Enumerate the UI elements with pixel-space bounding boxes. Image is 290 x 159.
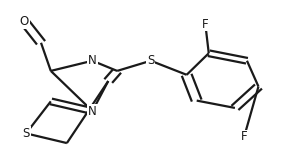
Text: N: N bbox=[88, 105, 97, 118]
Text: F: F bbox=[202, 17, 209, 31]
Text: N: N bbox=[88, 54, 97, 67]
Text: S: S bbox=[22, 127, 30, 140]
Text: O: O bbox=[20, 15, 29, 28]
Text: F: F bbox=[241, 131, 247, 143]
Text: S: S bbox=[147, 54, 155, 67]
